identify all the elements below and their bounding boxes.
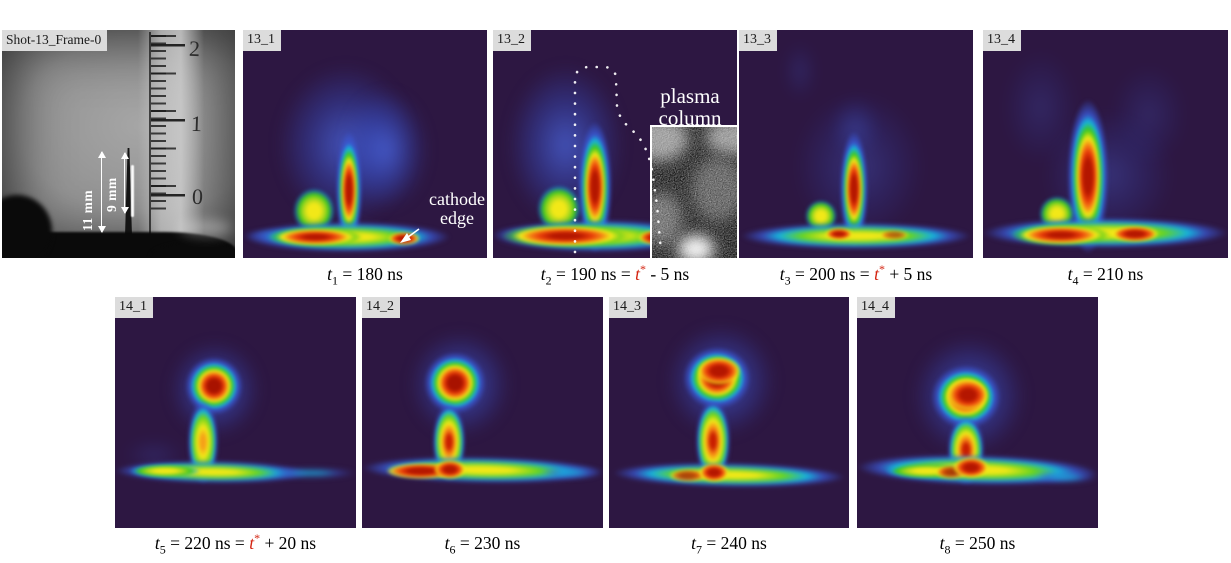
panel-label-13-4: 13_4 xyxy=(983,30,1021,51)
caption-t8: t8 = 250 ns xyxy=(939,532,1016,557)
measure-arrow-11mm xyxy=(96,151,108,233)
silhouette-lump-right xyxy=(150,242,235,258)
ruler-cm-ticks xyxy=(151,44,185,209)
caption-t3: t3 = 200 ns = t* + 5 ns xyxy=(779,262,933,288)
cathode-edge-annotation: cathode edge xyxy=(429,190,485,228)
plasma-feature xyxy=(784,42,816,100)
panel-label-13-3: 13_3 xyxy=(739,30,777,51)
plasma-feature xyxy=(879,230,909,240)
caption-t7: t7 = 240 ns xyxy=(691,532,767,557)
plasma-column-inset-image xyxy=(632,117,737,258)
plasma-column-line2: column xyxy=(658,106,722,131)
plasma-feature xyxy=(1033,471,1098,483)
caption-t4: t4 = 210 ns xyxy=(1067,263,1144,288)
panel-14-1: 14_1 xyxy=(115,297,356,528)
panel-label-13-1: 13_1 xyxy=(243,30,281,51)
cathode-edge-line1: cathode xyxy=(429,189,485,209)
plasma-feature xyxy=(540,467,603,478)
plasma-column-annotation: plasma column xyxy=(644,85,736,129)
ruler-number-2: 2 xyxy=(188,35,201,62)
panel-label-14-4: 14_4 xyxy=(857,297,895,318)
plasma-feature xyxy=(1003,50,1078,165)
plasma-feature xyxy=(129,464,201,478)
panel-14-4: 14_4 xyxy=(857,297,1098,528)
plasma-feature xyxy=(1111,65,1186,165)
plasma-feature xyxy=(434,460,466,479)
plasma-feature xyxy=(1111,226,1159,242)
plasma-base-flash xyxy=(741,223,971,249)
plasma-feature xyxy=(953,457,989,478)
measure-arrow-9mm xyxy=(119,152,131,214)
plasma-feature xyxy=(268,227,363,247)
inset-noise-image xyxy=(632,117,737,258)
panel-label-13-2: 13_2 xyxy=(493,30,531,51)
ruler-number-0: 0 xyxy=(191,183,204,210)
measure-label-9mm: 9 mm xyxy=(104,177,119,212)
panel-shot13-frame0: Shot-13_Frame-0 2 1 0 11 mm 9 mm xyxy=(2,30,235,258)
caption-t2: t2 = 190 ns = t* - 5 ns xyxy=(540,262,690,288)
needle-highlight xyxy=(131,165,134,217)
measure-label-11mm: 11 mm xyxy=(80,189,95,231)
plasma-feature xyxy=(947,379,989,411)
plasma-feature xyxy=(265,468,356,478)
floor-glint xyxy=(180,220,232,236)
cathode-needle xyxy=(124,148,133,240)
panel-13-3: 13_3 xyxy=(739,30,973,258)
ruler-baseline xyxy=(149,32,151,246)
plasma-base-flash xyxy=(612,460,846,490)
panel-14-3: 14_3 xyxy=(609,297,849,528)
plasma-column-dotted-outline xyxy=(573,65,663,254)
silhouette-lump-left xyxy=(2,195,52,258)
plasma-feature xyxy=(699,463,729,482)
cathode-edge-line2: edge xyxy=(440,207,474,228)
panel-13-2: 13_2 plasma column xyxy=(493,30,737,258)
plasma-feature xyxy=(501,224,631,248)
panel-13-4: 13_4 xyxy=(983,30,1228,258)
panel-label-14-3: 14_3 xyxy=(609,297,647,318)
panel-label-shot13: Shot-13_Frame-0 xyxy=(2,30,108,51)
plasma-feature xyxy=(669,469,707,482)
caption-t1: t1 = 180 ns xyxy=(327,263,403,288)
plasma-feature xyxy=(697,357,741,385)
caption-t6: t6 = 230 ns xyxy=(444,532,521,557)
plasma-column-line1: plasma xyxy=(660,84,720,108)
caption-t5: t5 = 220 ns = t* + 20 ns xyxy=(154,531,317,557)
cathode-edge-arrow xyxy=(400,228,420,243)
plasma-feature xyxy=(825,228,853,240)
panel-label-14-1: 14_1 xyxy=(115,297,153,318)
panel-14-2: 14_2 xyxy=(362,297,603,528)
ruler-number-1: 1 xyxy=(190,110,203,137)
panel-label-14-2: 14_2 xyxy=(362,297,400,318)
panel-13-1: 13_1 cathode edge xyxy=(243,30,487,258)
plasma-feature xyxy=(1011,224,1111,246)
